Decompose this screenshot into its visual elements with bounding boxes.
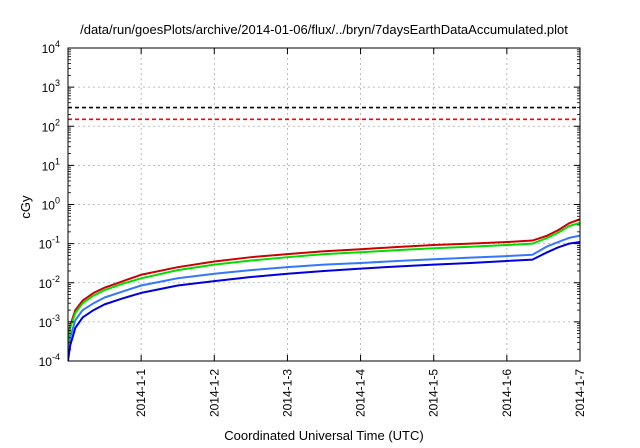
chart-title: /data/run/goesPlots/archive/2014-01-06/f… <box>80 22 568 37</box>
x-tick-label: 2014-1-7 <box>573 369 587 417</box>
y-tick-label: 10-4 <box>39 352 60 369</box>
y-tick-label: 10-1 <box>39 235 60 252</box>
series-lines <box>68 218 580 361</box>
x-tick-label: 2014-1-5 <box>427 369 441 417</box>
threshold-lines <box>68 106 580 121</box>
series-line <box>68 241 580 361</box>
y-tick-label: 100 <box>42 196 60 213</box>
x-tick-label: 2014-1-2 <box>207 369 221 417</box>
y-tick-label: 101 <box>42 156 60 173</box>
y-tick-label: 103 <box>42 78 60 95</box>
grid <box>68 48 580 361</box>
x-tick-label: 2014-1-4 <box>354 369 368 417</box>
y-tick-label: 104 <box>42 39 60 56</box>
series-line <box>68 221 580 346</box>
series-line <box>68 234 580 355</box>
y-axis-label: cGy <box>18 195 33 219</box>
x-tick-label: 2014-1-1 <box>134 369 148 417</box>
y-tick-label: 102 <box>42 117 60 134</box>
y-tick-label: 10-3 <box>39 313 60 330</box>
axis-ticks <box>68 47 581 362</box>
x-tick-labels: 2014-1-1 2014-1-2 2014-1-3 2014-1-4 2014-1-5… <box>134 369 587 417</box>
x-axis-label: Coordinated Universal Time (UTC) <box>224 428 423 443</box>
x-tick-label: 2014-1-3 <box>280 369 294 417</box>
series-line <box>68 218 580 343</box>
x-tick-label: 2014-1-6 <box>500 369 514 417</box>
y-tick-labels: 10-4 10-3 10-2 10-1 100 101 102 103 104 <box>39 39 60 369</box>
y-tick-label: 10-2 <box>39 274 60 291</box>
